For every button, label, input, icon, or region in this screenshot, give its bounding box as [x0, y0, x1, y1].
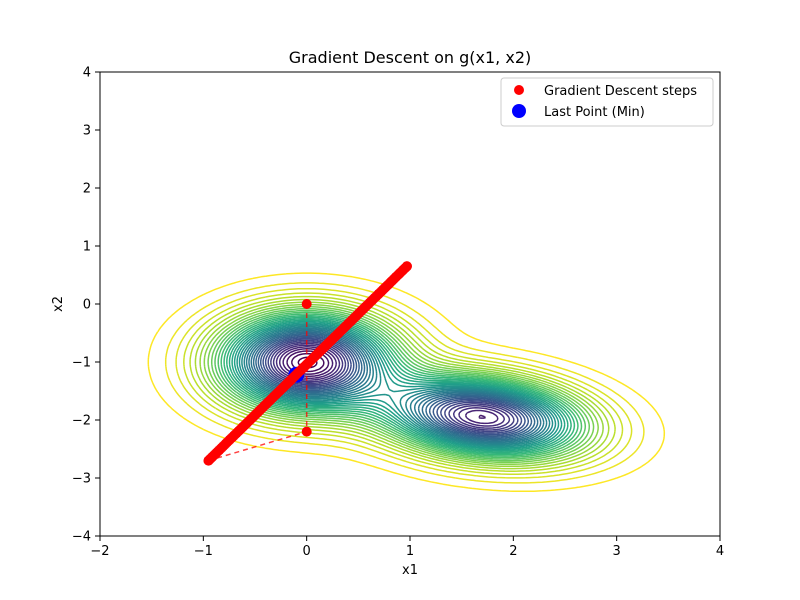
- y-tick-label: 1: [83, 240, 91, 255]
- y-tick-label: −4: [72, 530, 91, 545]
- contour-level: [194, 298, 610, 470]
- y-tick-label: −3: [72, 472, 91, 487]
- contour-level: [214, 309, 587, 460]
- contour-level: [226, 316, 572, 455]
- y-tick-label: −1: [72, 356, 91, 371]
- contour-level: [203, 303, 599, 466]
- contour-level: [241, 324, 554, 447]
- y-axis-label: x2: [51, 296, 66, 312]
- contour-level: [236, 322, 560, 449]
- contour-level: [183, 292, 624, 475]
- x-axis-label: x1: [402, 563, 418, 578]
- chart-title: Gradient Descent on g(x1, x2): [289, 48, 532, 67]
- contour-level: [270, 341, 515, 431]
- contour-level: [217, 311, 583, 459]
- x-tick-label: 2: [509, 544, 517, 559]
- x-tick-label: −2: [90, 544, 109, 559]
- contour-level: [275, 344, 505, 427]
- gd-step-point: [203, 455, 214, 466]
- gd-step-point: [301, 299, 312, 309]
- legend-marker-gd-steps: [514, 85, 524, 95]
- contour-level: [248, 328, 545, 443]
- contour-level: [199, 301, 604, 468]
- gradient-descent-points: [203, 261, 412, 466]
- legend-box: [500, 77, 714, 127]
- contour-level: [147, 272, 666, 493]
- y-tick-label: 0: [83, 298, 91, 313]
- y-tick-label: 2: [83, 182, 91, 197]
- contour-level: [245, 327, 548, 445]
- contour-level: [262, 336, 526, 436]
- y-tick-label: 3: [83, 124, 91, 139]
- legend-label-gd-steps: Gradient Descent steps: [544, 84, 697, 99]
- contour-level: [252, 331, 539, 441]
- contour-level: [164, 282, 645, 484]
- contour-level: [267, 339, 519, 433]
- gd-step-point: [301, 426, 312, 437]
- legend-marker-last-point: [512, 104, 526, 118]
- y-tick-label: 4: [83, 66, 91, 81]
- contour-level: [250, 330, 542, 442]
- contour-level: [238, 323, 557, 448]
- x-tick-label: 3: [613, 544, 621, 559]
- contour-level: [243, 326, 551, 446]
- gd-step-point: [401, 261, 412, 272]
- contour-level: [231, 319, 566, 452]
- x-axis-ticks: −2 −1 0 1 2 3 4: [90, 536, 724, 559]
- contour-level: [223, 314, 576, 456]
- x-tick-label: 1: [406, 544, 414, 559]
- x-tick-label: −1: [194, 544, 213, 559]
- y-axis-ticks: −4 −3 −2 −1 0 1 2 3 4: [72, 66, 100, 545]
- contour-level: [175, 287, 633, 479]
- y-tick-label: −2: [72, 414, 91, 429]
- legend: Gradient Descent steps Last Point (Min): [500, 77, 714, 127]
- legend-label-last-point: Last Point (Min): [544, 105, 645, 120]
- x-tick-label: 0: [303, 544, 311, 559]
- contour-level: [207, 305, 595, 464]
- contour-level: [228, 317, 569, 453]
- x-tick-label: 4: [716, 544, 724, 559]
